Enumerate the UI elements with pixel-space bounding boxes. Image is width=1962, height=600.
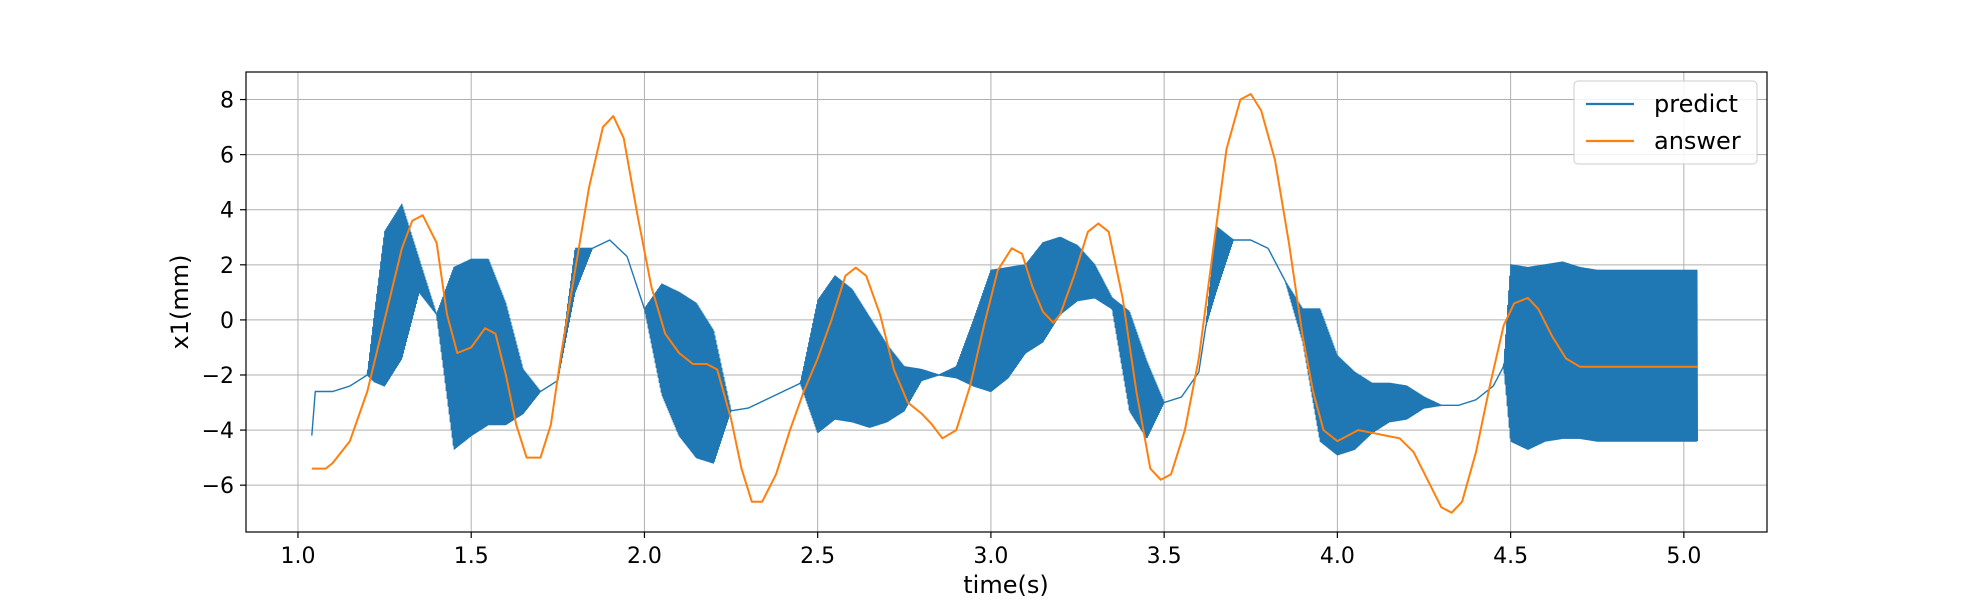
series-layer <box>311 93 1698 514</box>
legend-label-predict: predict <box>1654 90 1738 118</box>
x-tick-label: 2.0 <box>627 544 662 569</box>
y-tick-label: −4 <box>202 419 234 444</box>
answer-series-line <box>311 93 1698 514</box>
y-tick-label: 2 <box>220 254 234 279</box>
x-tick-label: 3.0 <box>973 544 1008 569</box>
y-tick-label: 0 <box>220 309 234 334</box>
y-tick-label: −6 <box>202 474 234 499</box>
y-axis-label: x1(mm) <box>166 255 194 350</box>
x-tick-label: 1.5 <box>454 544 489 569</box>
x-tick-label: 1.0 <box>280 544 315 569</box>
x-tick-label: 4.5 <box>1493 544 1528 569</box>
legend: predict answer <box>1573 80 1758 165</box>
legend-box <box>1573 80 1758 165</box>
y-tick-label: −2 <box>202 364 234 389</box>
legend-label-answer: answer <box>1654 127 1741 155</box>
x-axis-label: time(s) <box>963 571 1048 599</box>
y-tick-label: 4 <box>220 199 234 224</box>
x-tick-label: 3.5 <box>1147 544 1182 569</box>
predict-series-line <box>311 203 1698 464</box>
plot-frame <box>245 71 1768 533</box>
x-tick-label: 4.0 <box>1320 544 1355 569</box>
x-tick-label: 2.5 <box>800 544 835 569</box>
y-tick-label: 6 <box>220 144 234 169</box>
x-tick-label: 5.0 <box>1666 544 1701 569</box>
y-tick-label: 8 <box>220 89 234 114</box>
axis-ticks: 1.0 1.5 2.0 2.5 3.0 3.5 4.0 4.5 5.0 −6 −4 −2 0 2 4 6 8 <box>202 89 1702 569</box>
